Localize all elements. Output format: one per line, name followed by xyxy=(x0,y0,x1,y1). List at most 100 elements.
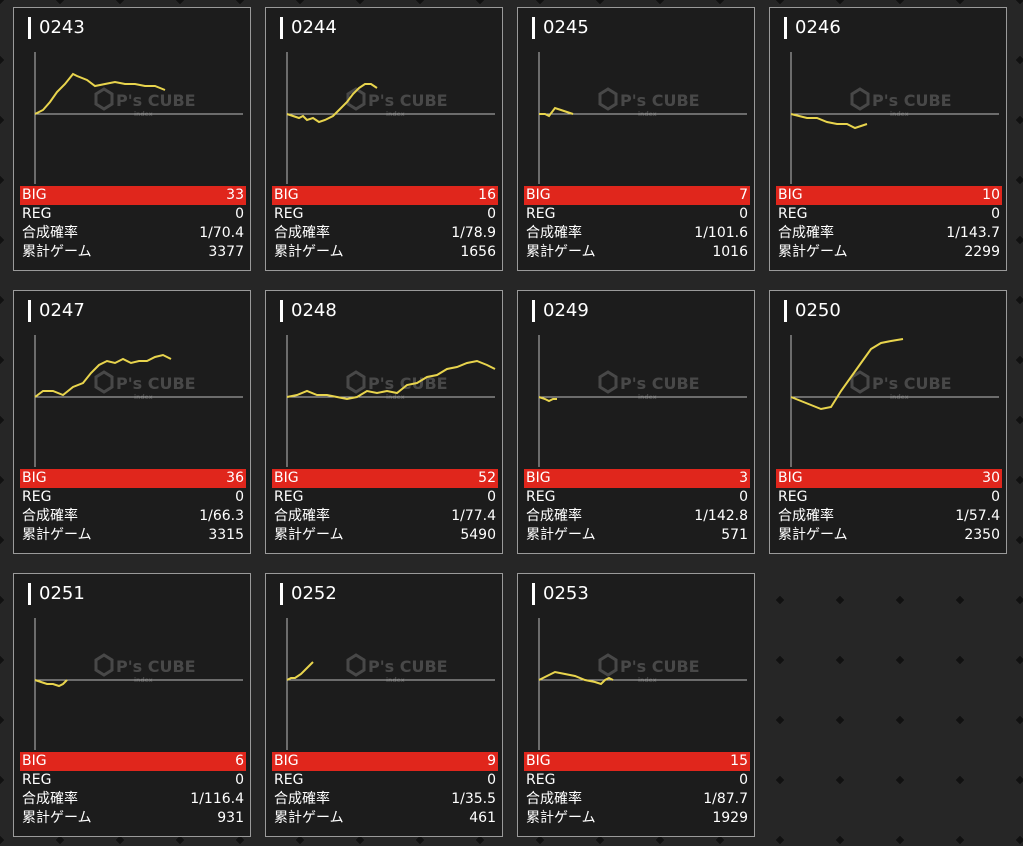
reg-row: REG 0 xyxy=(776,205,1002,224)
games-label: 累計ゲーム xyxy=(22,244,92,260)
payout-graph: P's CUBE index xyxy=(286,52,495,184)
prob-label: 合成確率 xyxy=(778,225,834,241)
reg-label: REG xyxy=(778,489,808,505)
reg-row: REG 0 xyxy=(20,205,246,224)
reg-row: REG 0 xyxy=(272,205,498,224)
reg-label: REG xyxy=(778,206,808,222)
watermark-brand: P's CUBE xyxy=(620,374,700,393)
reg-row: REG 0 xyxy=(20,771,246,790)
prob-row: 合成確率 1/35.5 xyxy=(272,790,498,809)
prob-row: 合成確率 1/77.4 xyxy=(272,507,498,526)
prob-label: 合成確率 xyxy=(526,508,582,524)
prob-row: 合成確率 1/78.9 xyxy=(272,224,498,243)
machine-card[interactable]: 0252 P's CUBE index BIG 9 REG 0 合成確率 1/3… xyxy=(265,573,503,837)
games-row: 累計ゲーム 571 xyxy=(524,526,750,545)
prob-row: 合成確率 1/66.3 xyxy=(20,507,246,526)
reg-count: 0 xyxy=(487,772,496,788)
games-label: 累計ゲーム xyxy=(526,527,596,543)
machine-number: 0250 xyxy=(784,300,841,322)
games-label: 累計ゲーム xyxy=(274,810,344,826)
big-label: BIG xyxy=(778,470,803,486)
games-count: 2299 xyxy=(964,244,1000,260)
cube-logo-icon xyxy=(94,653,114,677)
payout-graph: P's CUBE index xyxy=(286,335,496,467)
stats-table: BIG 10 REG 0 合成確率 1/143.7 累計ゲーム 2299 xyxy=(776,186,1002,262)
machine-card[interactable]: 0243 P's CUBE index BIG 33 REG 0 合成確率 1/… xyxy=(13,7,251,271)
watermark-brand: P's CUBE xyxy=(620,657,700,676)
games-count: 1929 xyxy=(712,810,748,826)
games-row: 累計ゲーム 1656 xyxy=(272,243,498,262)
prob-row: 合成確率 1/116.4 xyxy=(20,790,246,809)
reg-label: REG xyxy=(274,772,304,788)
games-row: 累計ゲーム 931 xyxy=(20,809,246,828)
big-count: 3 xyxy=(739,470,748,486)
stats-table: BIG 36 REG 0 合成確率 1/66.3 累計ゲーム 3315 xyxy=(20,469,246,545)
cube-logo-icon xyxy=(94,370,114,394)
cube-logo-icon xyxy=(346,87,366,111)
reg-label: REG xyxy=(274,206,304,222)
machine-card[interactable]: 0250 P's CUBE index BIG 30 REG 0 合成確率 1/… xyxy=(769,290,1007,554)
payout-graph: P's CUBE index xyxy=(790,335,999,467)
reg-count: 0 xyxy=(487,489,496,505)
stats-table: BIG 30 REG 0 合成確率 1/57.4 累計ゲーム 2350 xyxy=(776,469,1002,545)
big-count: 52 xyxy=(478,470,496,486)
reg-label: REG xyxy=(274,489,304,505)
big-count: 33 xyxy=(226,187,244,203)
prob-label: 合成確率 xyxy=(22,225,78,241)
games-label: 累計ゲーム xyxy=(22,810,92,826)
cube-logo-icon xyxy=(850,87,870,111)
games-row: 累計ゲーム 3315 xyxy=(20,526,246,545)
graph-series-line xyxy=(34,72,166,115)
machine-card[interactable]: 0247 P's CUBE index BIG 36 REG 0 合成確率 1/… xyxy=(13,290,251,554)
reg-count: 0 xyxy=(487,206,496,222)
machine-card[interactable]: 0253 P's CUBE index BIG 15 REG 0 合成確率 1/… xyxy=(517,573,755,837)
watermark-brand: P's CUBE xyxy=(368,657,448,676)
big-count: 15 xyxy=(730,753,748,769)
watermark-brand: P's CUBE xyxy=(116,91,196,110)
games-row: 累計ゲーム 2350 xyxy=(776,526,1002,545)
prob-label: 合成確率 xyxy=(274,791,330,807)
games-count: 5490 xyxy=(460,527,496,543)
prob-value: 1/142.8 xyxy=(694,508,748,524)
prob-label: 合成確率 xyxy=(22,508,78,524)
stats-table: BIG 6 REG 0 合成確率 1/116.4 累計ゲーム 931 xyxy=(20,752,246,828)
big-label: BIG xyxy=(526,470,551,486)
games-row: 累計ゲーム 461 xyxy=(272,809,498,828)
stats-table: BIG 7 REG 0 合成確率 1/101.6 累計ゲーム 1016 xyxy=(524,186,750,262)
prob-value: 1/35.5 xyxy=(451,791,496,807)
cube-logo-icon xyxy=(850,370,870,394)
prob-label: 合成確率 xyxy=(22,791,78,807)
stats-table: BIG 16 REG 0 合成確率 1/78.9 累計ゲーム 1656 xyxy=(272,186,498,262)
watermark-brand: P's CUBE xyxy=(116,374,196,393)
reg-count: 0 xyxy=(235,772,244,788)
big-count: 10 xyxy=(982,187,1000,203)
big-row: BIG 15 xyxy=(524,752,750,771)
games-count: 2350 xyxy=(964,527,1000,543)
machine-card[interactable]: 0244 P's CUBE index BIG 16 REG 0 合成確率 1/… xyxy=(265,7,503,271)
machine-card[interactable]: 0245 P's CUBE index BIG 7 REG 0 合成確率 1/1… xyxy=(517,7,755,271)
prob-value: 1/87.7 xyxy=(703,791,748,807)
machine-card[interactable]: 0251 P's CUBE index BIG 6 REG 0 合成確率 1/1… xyxy=(13,573,251,837)
reg-row: REG 0 xyxy=(272,771,498,790)
machine-card[interactable]: 0249 P's CUBE index BIG 3 REG 0 合成確率 1/1… xyxy=(517,290,755,554)
graph-series-line xyxy=(286,83,378,124)
machine-card[interactable]: 0246 P's CUBE index BIG 10 REG 0 合成確率 1/… xyxy=(769,7,1007,271)
reg-row: REG 0 xyxy=(524,488,750,507)
games-row: 累計ゲーム 3377 xyxy=(20,243,246,262)
reg-label: REG xyxy=(22,772,52,788)
watermark-brand: P's CUBE xyxy=(872,91,952,110)
big-row: BIG 10 xyxy=(776,186,1002,205)
big-row: BIG 16 xyxy=(272,186,498,205)
reg-count: 0 xyxy=(235,206,244,222)
payout-graph: P's CUBE index xyxy=(538,52,747,184)
big-label: BIG xyxy=(22,470,47,486)
prob-row: 合成確率 1/70.4 xyxy=(20,224,246,243)
prob-value: 1/101.6 xyxy=(694,225,748,241)
big-count: 6 xyxy=(235,753,244,769)
games-label: 累計ゲーム xyxy=(778,244,848,260)
machine-number: 0251 xyxy=(28,583,85,605)
prob-value: 1/70.4 xyxy=(199,225,244,241)
reg-label: REG xyxy=(526,206,556,222)
machine-number: 0247 xyxy=(28,300,85,322)
machine-card[interactable]: 0248 P's CUBE index BIG 52 REG 0 合成確率 1/… xyxy=(265,290,503,554)
